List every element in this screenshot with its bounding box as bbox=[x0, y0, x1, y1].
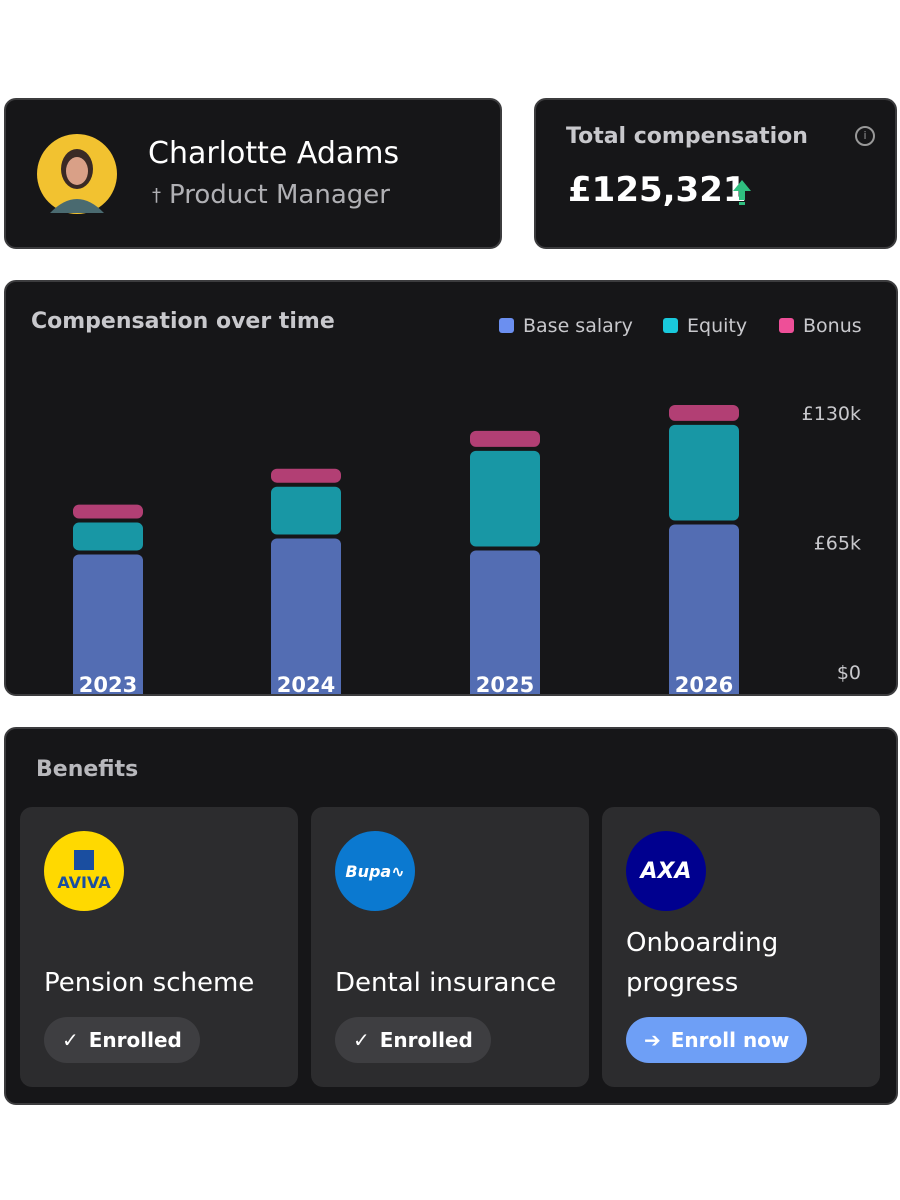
status-text: Enrolled bbox=[88, 1028, 182, 1052]
enroll-button[interactable]: ➔ Enroll now bbox=[626, 1017, 808, 1063]
bar-segment bbox=[669, 424, 739, 521]
y-tick-label: £130k bbox=[802, 403, 861, 425]
status-pill[interactable]: ✓ Enrolled bbox=[44, 1017, 200, 1063]
axa-logo: AXA bbox=[626, 831, 706, 911]
chart-title: Compensation over time bbox=[31, 309, 335, 334]
bar-segment bbox=[73, 522, 143, 551]
aviva-logo: AVIVA bbox=[44, 831, 124, 911]
x-tick-label: 2025 bbox=[476, 673, 534, 696]
logo-text: AXA bbox=[640, 858, 692, 884]
avatar bbox=[37, 134, 117, 214]
legend-swatch bbox=[779, 318, 794, 333]
up-arrow bbox=[733, 180, 751, 205]
benefit-tile: Bupa ∿ Dental insurance ✓ Enrolled bbox=[311, 807, 589, 1087]
benefit-name: Dental insurance bbox=[335, 968, 557, 998]
bar-segment bbox=[470, 450, 540, 547]
logo-text: AVIVA bbox=[57, 873, 111, 892]
profile-card: Charlotte Adams † Product Manager bbox=[4, 98, 502, 249]
legend-swatch bbox=[663, 318, 678, 333]
benefit-name: Onboarding progress bbox=[626, 928, 779, 998]
y-tick-label: £65k bbox=[814, 532, 861, 554]
role-text: Product Manager bbox=[169, 180, 390, 210]
x-tick-label: 2023 bbox=[79, 673, 137, 696]
logo-text: Bupa bbox=[345, 861, 392, 881]
benefit-name: Pension scheme bbox=[44, 968, 255, 998]
benefit-tile: AVIVA Pension scheme ✓ Enrolled bbox=[20, 807, 298, 1087]
x-tick-label: 2026 bbox=[675, 673, 733, 696]
bar-segment bbox=[669, 524, 739, 694]
profile-name: Charlotte Adams bbox=[148, 136, 400, 171]
bar-segment bbox=[271, 486, 341, 535]
bar-segment bbox=[271, 538, 341, 694]
benefit-tile: AXA Onboarding progress ➔ Enroll now bbox=[602, 807, 880, 1087]
chart-card: Compensation over time Base salary Equity… bbox=[4, 280, 898, 696]
bar-segment bbox=[470, 430, 540, 447]
profile-role: † Product Manager bbox=[152, 180, 390, 210]
bar-segment bbox=[73, 504, 143, 519]
y-tick-label: $0 bbox=[837, 662, 861, 684]
bar-segment bbox=[470, 550, 540, 694]
info-icon[interactable]: i bbox=[855, 126, 875, 146]
bar-segment bbox=[73, 554, 143, 694]
benefits-title: Benefits bbox=[36, 757, 139, 782]
bar-segment bbox=[271, 468, 341, 483]
legend-swatch bbox=[499, 318, 514, 333]
status-text: Enrolled bbox=[379, 1028, 473, 1052]
benefits-card: Benefits AVIVA Pension scheme ✓ Enrolled … bbox=[4, 727, 898, 1105]
status-text: Enroll now bbox=[670, 1028, 790, 1052]
bupa-logo: Bupa ∿ bbox=[335, 831, 415, 911]
legend-label: Base salary bbox=[523, 315, 633, 337]
chart: Compensation over time Base salary Equity… bbox=[31, 309, 862, 696]
comp-label: Total compensation bbox=[566, 124, 808, 149]
x-tick-label: 2024 bbox=[277, 673, 335, 696]
legend-label: Equity bbox=[687, 315, 747, 337]
status-pill[interactable]: ✓ Enrolled bbox=[335, 1017, 491, 1063]
legend-label: Bonus bbox=[803, 315, 862, 337]
bar-segment bbox=[669, 404, 739, 421]
comp-value: £125,321 bbox=[568, 170, 747, 210]
compensation-card: Total compensation i £125,321 bbox=[534, 98, 897, 249]
